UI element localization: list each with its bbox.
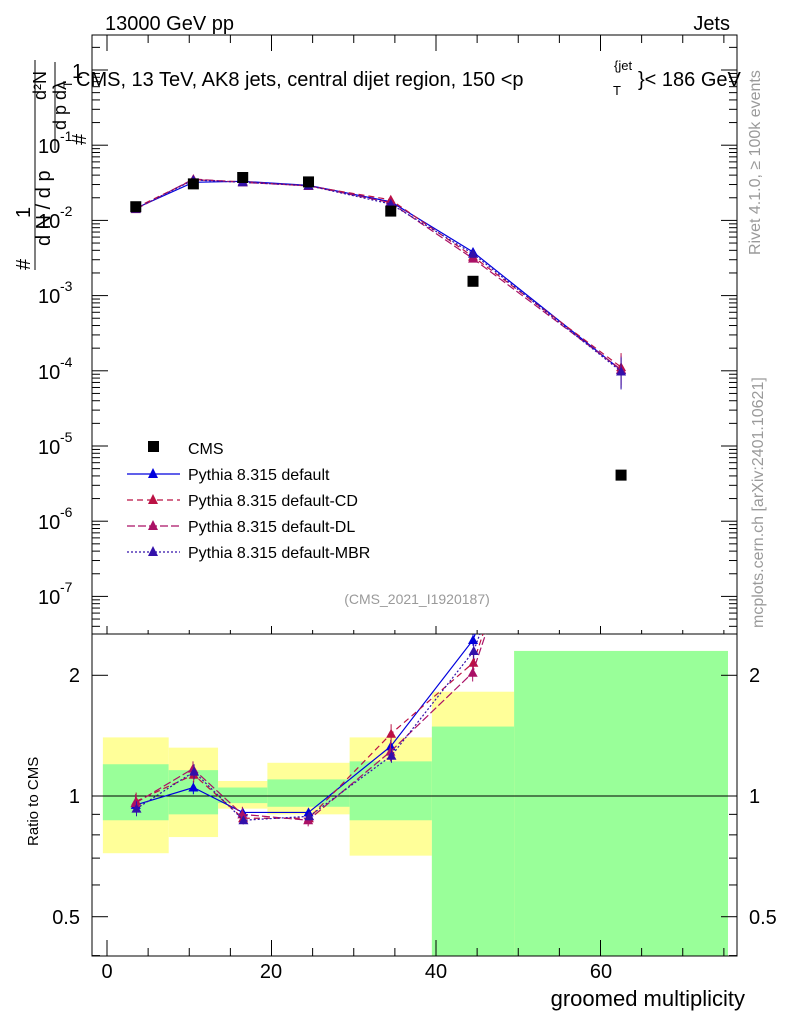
series-line [135,180,622,371]
series-point [616,366,627,376]
ratio-tick-labels: 0.5 1 2 0.5 1 2 [52,665,777,929]
ytick-exp: -1 [60,128,73,144]
ytick-exp: -2 [60,203,73,219]
ratio-uncertainty-bands [102,650,728,956]
ytick-exp: -5 [60,429,73,445]
ratio-tick-right: 1 [749,786,760,808]
ratio-point [468,645,479,655]
cms-data-points [130,171,627,481]
xtick-label: 40 [425,961,447,983]
ratio-series [130,633,487,827]
cms-point [237,171,249,183]
chart-title: CMS, 13 TeV, AK8 jets, central dijet reg… [76,58,742,98]
main-series [130,174,627,390]
ylabel-d2n: d²N [30,71,50,100]
title-sub: T [613,83,621,98]
ytick-exp: -7 [60,579,73,595]
ratio-band-inner [218,787,268,804]
x-axis-title: groomed multiplicity [551,986,745,1011]
legend-label: Pythia 8.315 default-MBR [188,545,370,562]
x-axis [106,35,725,956]
series-line [135,179,622,372]
main-y-tick-labels: 10 -7 10 -6 10 -5 10 -4 10 -3 10 -2 10 -… [38,61,83,609]
ytick-exp: -4 [60,354,73,370]
title-sup: {jet [614,58,632,73]
ratio-line [136,633,481,821]
ytick-base: 10 [38,587,60,609]
xtick-label: 60 [590,961,612,983]
ratio-tick-right: 0.5 [749,907,777,929]
ratio-tick-right: 2 [749,665,760,687]
ytick-base: 10 [38,512,60,534]
ylabel-one: 1 [13,207,35,218]
ytick-base: 10 [38,286,60,308]
legend-label: Pythia 8.315 default [188,467,330,484]
ratio-band-inner [267,779,350,807]
title-tail: }< 186 GeV [638,69,742,91]
legend-marker [148,494,158,504]
cms-point [385,205,397,217]
xtick-label: 20 [260,961,282,983]
ratio-point [304,811,315,821]
ytick-exp: -3 [60,278,73,294]
main-y-title: 1 # d N / d p # d²N d p dλ T [13,60,91,270]
cms-point [467,275,479,287]
ytick-base: 10 [38,211,60,233]
cms-point [303,176,315,188]
legend: CMS Pythia 8.315 default Pythia 8.315 de… [127,441,370,562]
header-left: 13000 GeV pp [105,13,234,35]
ratio-band-inner [514,650,728,956]
legend-marker [148,520,158,530]
series-line [135,178,622,370]
ratio-y-axis [92,674,737,957]
header-right: Jets [693,13,730,35]
ratio-y-title: Ratio to CMS [25,757,42,846]
legend-label: Pythia 8.315 default-DL [188,519,355,536]
ratio-tick: 1 [69,786,80,808]
ratio-band-inner [349,761,432,821]
ylabel-dndpt: d N / d p [33,170,55,246]
ratio-plot-frame-top [91,633,738,957]
cms-point [615,469,627,481]
main-y-axis [92,46,737,627]
ytick-base: 10 [38,362,60,384]
ratio-tick: 0.5 [52,907,80,929]
legend-label: Pythia 8.315 default-CD [188,493,358,510]
ytick-base: 1 [72,61,83,83]
ytick-base: 10 [38,437,60,459]
x-tick-labels: 0 20 40 60 [101,961,612,983]
rivet-label: Rivet 4.1.0, ≥ 100k events [747,70,764,255]
mcplots-label: mcplots.cern.ch [arXiv:2401.10621] [750,377,767,628]
ylabel-sub-t: T [61,80,75,88]
ytick-exp: -6 [60,504,73,520]
legend-marker [148,546,158,556]
legend-marker [148,468,158,478]
xtick-label: 0 [101,961,112,983]
cms-point [187,178,199,190]
ylabel-hash: # [13,258,35,270]
cms-point [130,201,142,213]
series-point [468,248,479,258]
title-main: CMS, 13 TeV, AK8 jets, central dijet reg… [76,69,524,91]
legend-cms-label: CMS [188,441,224,458]
legend-cms-marker [148,441,159,452]
ylabel-hash: # [69,133,91,145]
ytick-base: 10 [38,136,60,158]
series-point [468,253,479,263]
ratio-tick: 2 [69,665,80,687]
ratio-band-inner [431,726,515,956]
series-line [135,179,622,368]
analysis-id: (CMS_2021_I1920187) [344,591,490,607]
ratio-point [386,750,397,760]
